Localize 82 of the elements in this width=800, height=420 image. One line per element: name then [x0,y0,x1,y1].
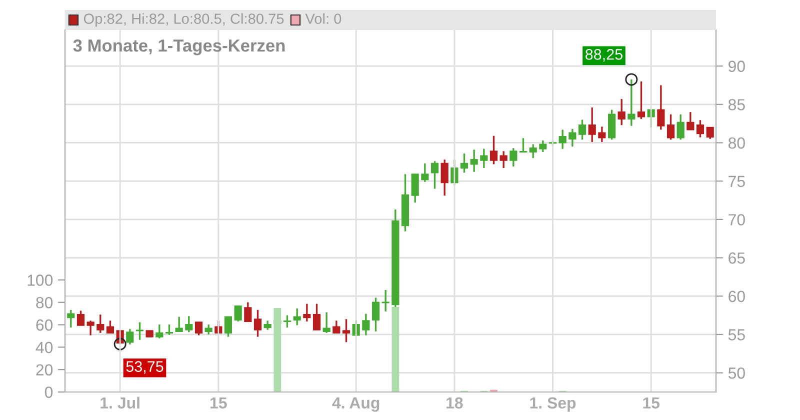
candlestick [686,111,694,131]
candlestick [440,158,448,196]
annotation: 88,25 [586,48,622,62]
candlestick [588,106,596,143]
y2-tick-label: 80 [728,137,745,149]
candlestick [598,126,606,143]
candlestick [696,119,704,138]
candlestick [106,320,114,334]
candlestick [322,311,330,334]
candlestick [500,150,508,169]
y-tick-label: 60 [36,319,53,331]
candlestick [86,320,94,336]
y-tick-label: 40 [36,342,53,354]
candlestick [510,147,518,168]
candlestick [303,302,311,322]
y-tick-label: 100 [28,274,53,286]
y2-tick-label: 75 [728,176,745,188]
candlestick [156,324,164,340]
y2-tick-label: 90 [728,60,745,72]
candlestick [666,114,675,141]
y-tick-label: 80 [36,296,53,308]
y-tick-label: 0 [44,386,53,398]
candlestick [224,316,232,338]
candlestick [539,140,547,153]
annotation: 53,75 [126,361,164,374]
candlestick [204,324,212,336]
candlestick [430,160,439,190]
candlestick [185,315,193,334]
x-tick-label: 15 [210,397,227,409]
candlestick [126,328,134,346]
bar [274,308,282,392]
candlestick [234,305,242,322]
candlestick [362,312,370,336]
x-tick-label: 1. Sep [530,397,576,412]
candlestick [558,128,566,150]
candlestick [67,309,75,328]
candlestick [676,114,684,141]
chart-title: 3 Monate, 1-Tages-Kerzen [73,39,285,56]
candlestick [342,318,350,343]
candlestick [264,320,272,331]
candlestick [312,302,321,331]
candlestick [608,108,616,141]
candlestick [529,143,537,159]
candlestick [332,320,340,334]
candlestick [421,162,429,183]
y-tick-label: 20 [36,364,53,376]
candlestick [136,321,144,341]
candlestick [96,314,104,334]
candlestick [411,173,419,204]
candlestick [657,84,665,131]
candlestick [254,309,262,338]
x-tick-label: 15 [643,397,660,409]
candlestick [568,128,576,148]
candlestick [293,308,301,326]
x-tick-label: 18 [446,397,463,409]
candlestick [470,148,478,173]
y2-tick-label: 60 [728,290,745,302]
candlestick [706,126,714,140]
y2-tick-label: 70 [728,214,745,226]
y2-tick-label: 65 [728,252,745,264]
candlestick [519,137,528,153]
x-tick-label: 4. Aug [332,397,380,412]
text: Op:82, Hi:82, Lo:80.5, Cl:80.75 [84,13,284,27]
candlestick [637,80,646,120]
candlestick [165,324,174,336]
candlestick [372,296,380,332]
candlestick [490,135,498,166]
candlestick [175,316,183,332]
candlestick [382,289,390,312]
candlestick [480,148,488,169]
candlestick [283,314,292,328]
candlestick [618,98,626,126]
y2-tick-label: 50 [728,367,745,379]
candlestick [76,310,85,326]
candlestick [578,118,586,141]
text: Vol: 0 [305,13,342,24]
y2-tick-label: 85 [728,99,745,110]
candlestick [460,152,468,174]
candlestick [194,321,203,336]
y2-tick-label: 55 [728,329,745,340]
candlestick [244,301,252,322]
x-tick-label: 1. Jul [100,396,140,409]
